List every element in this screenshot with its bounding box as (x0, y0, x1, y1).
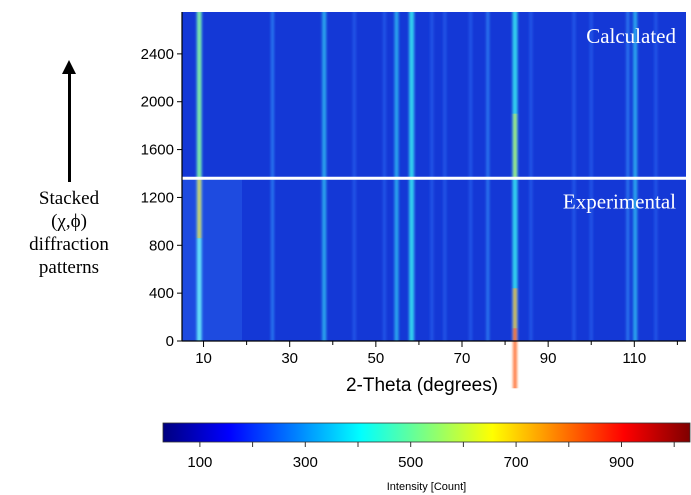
peak-streak (443, 12, 447, 341)
colorbar-tick-label: 700 (504, 454, 529, 471)
heatmap-background (182, 12, 686, 341)
side-label-line-1: Stacked (38, 188, 100, 209)
peak-streaks (196, 12, 658, 389)
peak-streak (626, 12, 630, 341)
peak-streak (352, 12, 356, 341)
peak-hotspot (197, 12, 202, 179)
up-arrow-head-icon (62, 60, 76, 74)
peak-streak (572, 12, 576, 341)
peak-hotspot (512, 288, 517, 341)
x-axis-label: 2-Theta (degrees) (346, 375, 498, 396)
peak-streak (529, 12, 533, 341)
x-tick-label: 50 (368, 350, 385, 367)
y-tick-label: 400 (149, 285, 174, 302)
peak-streak (589, 12, 593, 341)
up-arrow-icon (68, 70, 71, 182)
colorbar-tick-label: 300 (293, 454, 318, 471)
y-tick-label: 1200 (141, 189, 174, 206)
x-tick-label: 10 (195, 350, 212, 367)
peak-streak (394, 12, 399, 341)
peak-hotspot (512, 328, 517, 389)
peak-hotspot (512, 113, 517, 179)
peak-streak (430, 12, 434, 341)
y-tick-label: 0 (166, 333, 174, 350)
peak-hotspot (197, 178, 202, 239)
panel-label-experimental: Experimental (563, 189, 676, 213)
peak-streak (322, 12, 327, 341)
y-tick-label: 2400 (141, 46, 174, 63)
peak-streak (633, 12, 638, 341)
side-label-line-2: (χ,ϕ) (51, 211, 87, 232)
colorbar-tick-label: 900 (609, 454, 634, 471)
peak-streak (654, 12, 658, 341)
peak-streak (469, 12, 473, 341)
peak-streak (270, 12, 274, 341)
y-tick-label: 800 (149, 237, 174, 254)
x-tick-label: 90 (540, 350, 557, 367)
low-angle-background-glow (182, 178, 242, 341)
y-tick-label: 1600 (141, 142, 174, 159)
x-tick-label: 70 (454, 350, 471, 367)
peak-streak (409, 12, 415, 341)
x-tick-label: 110 (622, 350, 646, 367)
peak-streak (382, 12, 386, 341)
colorbar-tick-label: 500 (398, 454, 423, 471)
peak-streak (486, 12, 490, 341)
y-tick-label: 2000 (141, 94, 174, 111)
colorbar (162, 422, 691, 443)
side-label-line-3: diffraction (29, 234, 109, 255)
colorbar-label: Intensity [Count] (387, 481, 467, 493)
side-label-line-4: patterns (38, 257, 100, 278)
colorbar-tick-label: 100 (187, 454, 212, 471)
peak-hotspot (197, 238, 202, 341)
x-tick-label: 30 (281, 350, 298, 367)
panel-label-calculated: Calculated (586, 24, 676, 48)
